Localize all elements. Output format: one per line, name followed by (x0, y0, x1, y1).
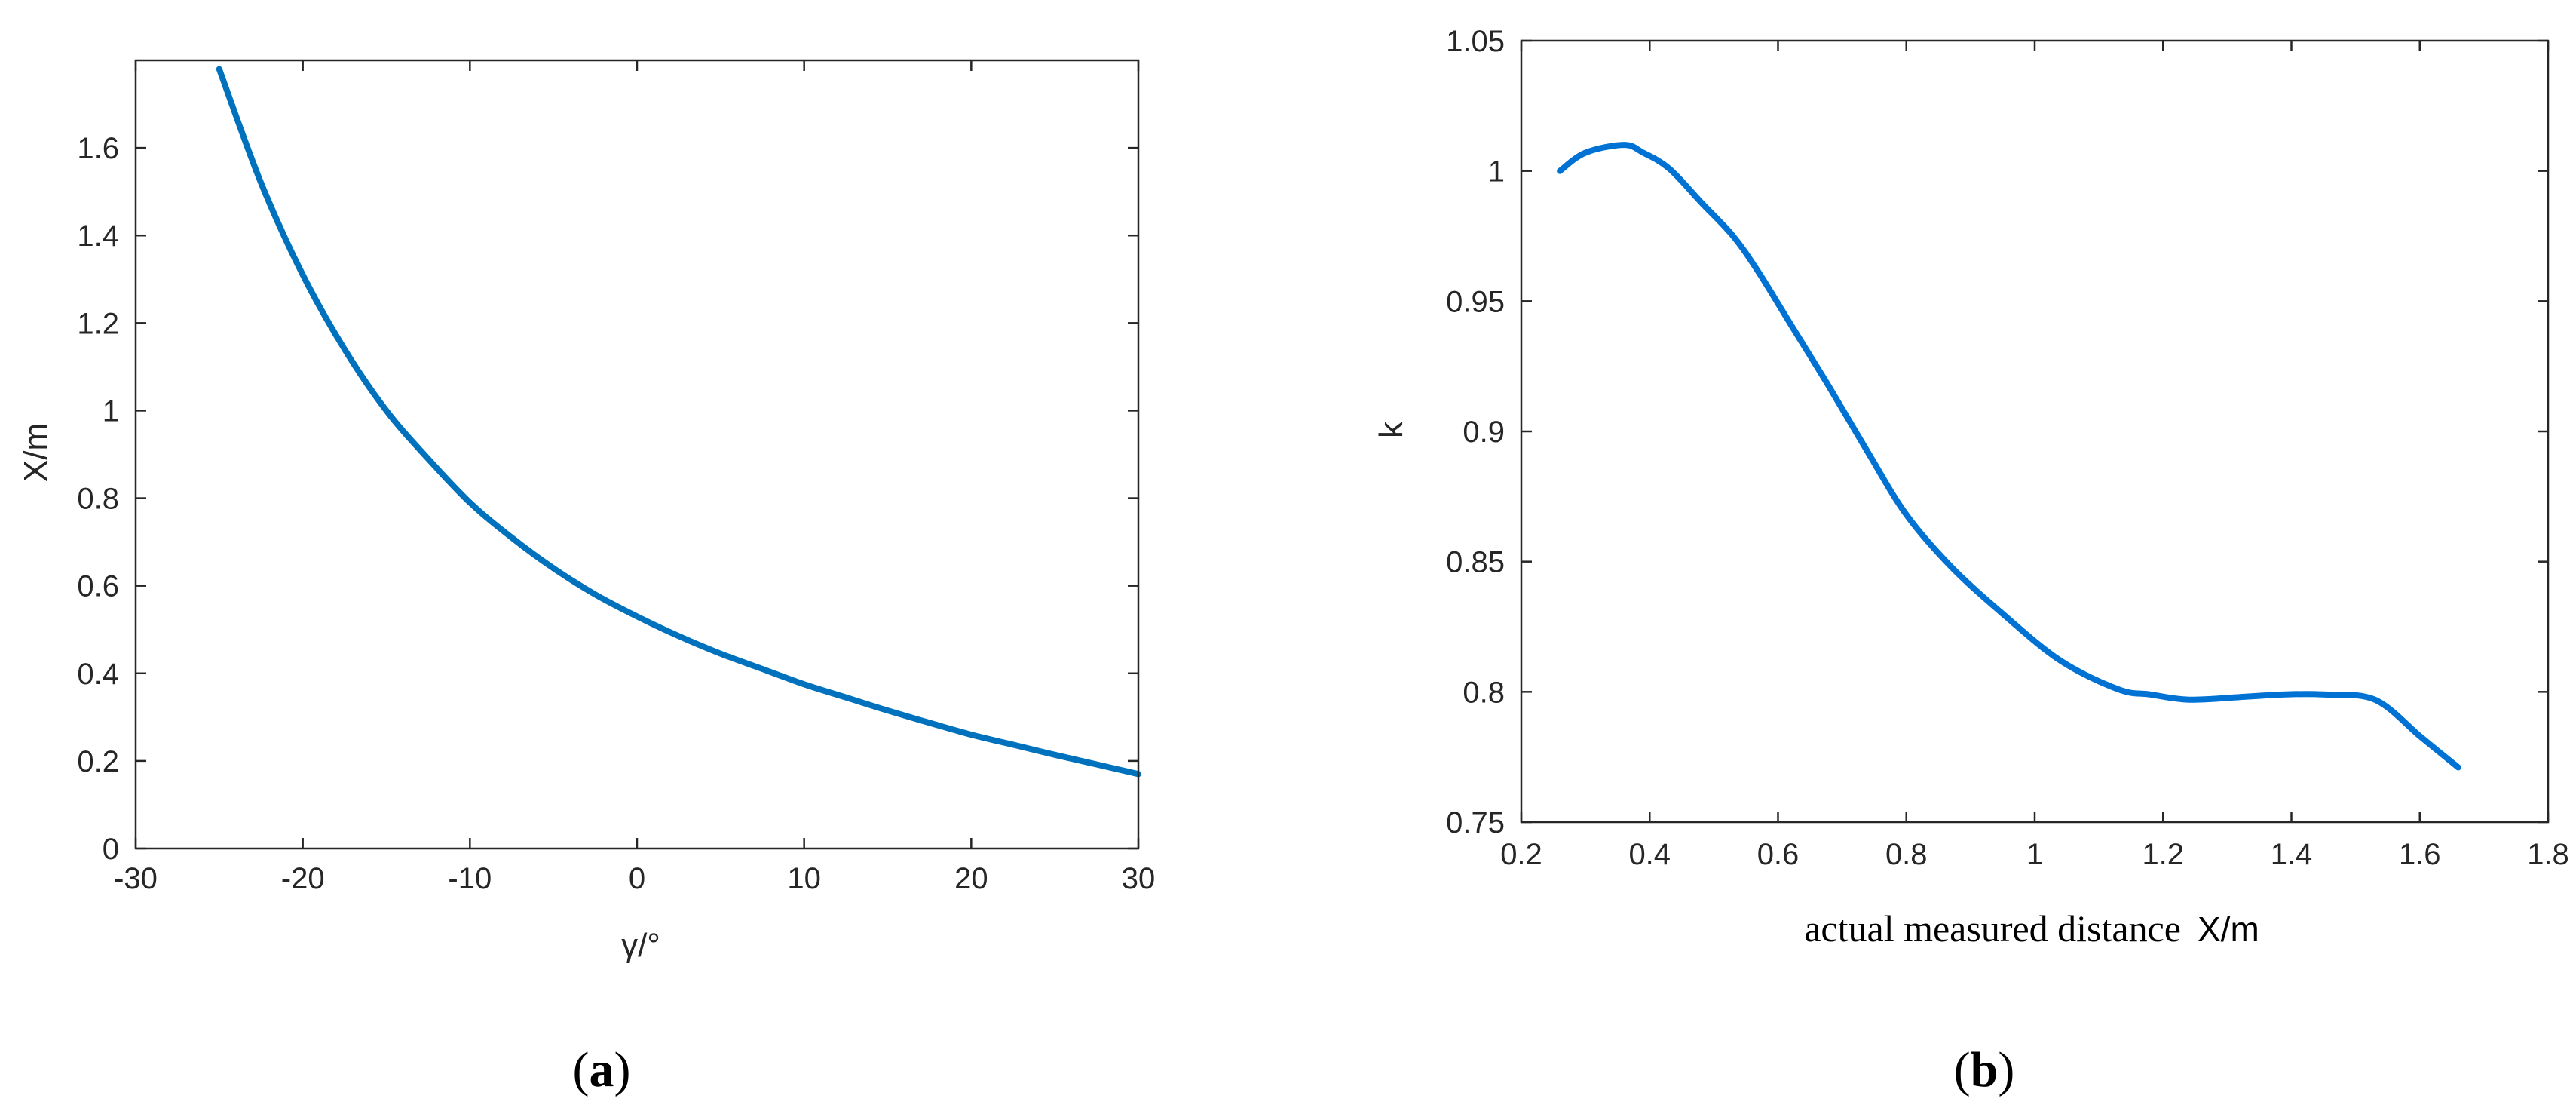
panel-a-caption-open: ( (573, 1042, 590, 1097)
chart-a-tick-labels: -30 -20 -10 0 10 20 30 0 0.2 0.4 0.6 0.8 1 1.2 1.4 1.6 (77, 132, 1155, 895)
chart-b-y-tick-label: 1 (1488, 155, 1505, 189)
chart-a-x-tick-label: -30 (114, 862, 158, 895)
chart-b-y-tick-label: 1.05 (1446, 25, 1505, 58)
chart-panel-a: -30 -20 -10 0 10 20 3000.20.40.60.811.21.41.6 … (17, 59, 1155, 964)
chart-a-y-tick-label: 0.6 (77, 570, 119, 603)
chart-b-y-tick-label: 0.75 (1446, 806, 1505, 839)
chart-b-y-tick-label: 0.8 (1463, 676, 1505, 709)
chart-a-y-tick-label: 1.2 (77, 307, 119, 340)
panel-a-caption: (a) (573, 1042, 631, 1097)
chart-a-x-tick-label: -10 (448, 862, 492, 895)
chart-b-tick-labels: 0.2 0.4 0.6 0.8 1 1.2 1.4 1.6 1.8 0.75 0.8 0.85 0.9 0… (1446, 25, 2569, 871)
chart-a-y-tick-label: 1.6 (77, 132, 119, 165)
panel-b-caption-open: ( (1954, 1042, 1971, 1097)
chart-a-series-line (216, 66, 1141, 778)
chart-a-y-axis-label: X/m (17, 423, 54, 482)
chart-b-x-tick-label: 1 (2026, 838, 2043, 871)
chart-a-y-tick-label: 1.4 (77, 219, 119, 253)
chart-b-x-tick-label: 0.2 (1500, 838, 1542, 871)
chart-a-y-tick-label: 0 (103, 833, 119, 866)
chart-b-x-tick-label: 0.6 (1757, 838, 1800, 871)
chart-b-y-axis-label: k (1373, 421, 1410, 438)
chart-b-x-tick-label: 1.2 (2142, 838, 2184, 871)
chart-b-x-axis-label-unit: X/m (2198, 910, 2259, 949)
chart-a-x-tick-label: -20 (281, 862, 325, 895)
chart-a-y-tick-label: 0.8 (77, 483, 119, 516)
chart-b-x-tick-label: 1.4 (2271, 838, 2313, 871)
chart-a-x-tick-label: 0 (629, 862, 645, 895)
chart-a-x-tick-label: 20 (954, 862, 988, 895)
panel-a-caption-letter: a (590, 1042, 614, 1097)
chart-b-plot-frame (1520, 39, 2550, 824)
chart-b-y-tick-label: 0.85 (1446, 546, 1505, 579)
panel-b-caption-close: ) (1998, 1042, 2014, 1097)
chart-b-y-tick-label: 0.95 (1446, 285, 1505, 318)
chart-a-ticks (134, 60, 1140, 850)
chart-b-x-axis-label-text: actual measured distance (1804, 907, 2181, 950)
chart-a-x-tick-label: 30 (1122, 862, 1156, 895)
chart-b-x-tick-label: 0.4 (1628, 838, 1671, 871)
panel-b-caption: (b) (1954, 1042, 2015, 1097)
chart-a-x-axis-label: γ/° (621, 927, 660, 964)
chart-b-x-axis-label: actual measured distance X/m (1804, 907, 2259, 950)
chart-b-x-tick-label: 1.8 (2527, 838, 2569, 871)
chart-b-series-line (1557, 142, 2461, 771)
chart-a-plot-frame (134, 59, 1140, 850)
chart-b-y-tick-label: 0.9 (1463, 416, 1505, 449)
chart-b-x-tick-label: 0.8 (1885, 838, 1928, 871)
chart-b-ticks (1520, 39, 2550, 824)
chart-a-y-tick-label: 0.2 (77, 745, 119, 778)
chart-a-x-tick-label: 10 (787, 862, 821, 895)
chart-b-x-tick-label: 1.6 (2399, 838, 2441, 871)
panel-b-caption-letter: b (1971, 1042, 1999, 1097)
chart-panel-b: 0.2 0.4 0.6 0.8 1 1.2 1.4 1.6 1.8 0.75 0.8 0.85 0.9 0… (1373, 25, 2569, 950)
chart-a-y-tick-label: 0.4 (77, 658, 119, 691)
panel-a-caption-close: ) (614, 1042, 631, 1097)
chart-a-y-tick-label: 1 (103, 394, 119, 428)
